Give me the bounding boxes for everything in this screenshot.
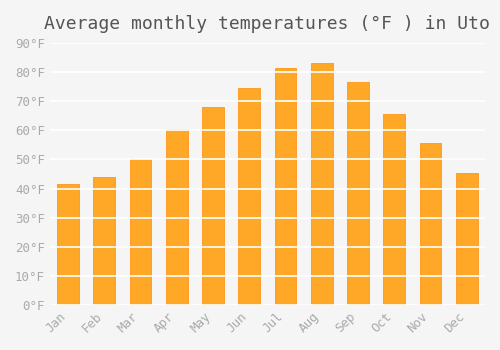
Bar: [274, 68, 296, 305]
Bar: [130, 159, 152, 305]
Bar: [420, 144, 442, 305]
Bar: [384, 114, 405, 305]
Bar: [166, 129, 188, 305]
Bar: [347, 82, 369, 305]
Bar: [238, 88, 260, 305]
Bar: [311, 63, 332, 305]
Bar: [57, 184, 79, 305]
Title: Average monthly temperatures (°F ) in Uto: Average monthly temperatures (°F ) in Ut…: [44, 15, 490, 33]
Bar: [202, 107, 224, 305]
Bar: [456, 173, 477, 305]
Bar: [94, 177, 115, 305]
